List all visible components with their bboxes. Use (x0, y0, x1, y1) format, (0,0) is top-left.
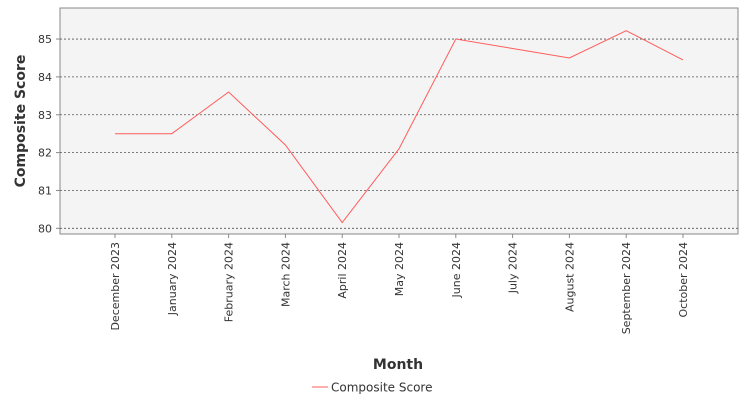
grid-lines (60, 38, 738, 229)
y-tick-label: 84 (38, 71, 52, 84)
y-tick-label: 83 (38, 109, 52, 122)
series-layer (115, 30, 684, 224)
y-axis-title: Composite Score (13, 55, 29, 188)
y-tick-label: 82 (38, 147, 52, 160)
x-tick-label: January 2024 (166, 242, 179, 316)
series-line-composite-score (115, 30, 684, 224)
y-axis: 80 81 82 83 84 85 (38, 33, 60, 235)
y-tick-label: 80 (38, 222, 52, 235)
x-tick-label: December 2023 (109, 242, 122, 331)
x-axis: December 2023 January 2024 February 2024 Ma… (109, 234, 690, 334)
y-tick-label: 85 (38, 33, 52, 46)
x-tick-label: October 2024 (677, 242, 690, 318)
plot-background (59, 7, 739, 235)
x-tick-label: April 2024 (336, 242, 349, 299)
x-tick-label: May 2024 (393, 242, 406, 296)
x-tick-label: June 2024 (450, 242, 463, 298)
legend-label-composite-score: Composite Score (331, 381, 432, 395)
x-tick-label: February 2024 (223, 242, 236, 322)
x-tick-label: September 2024 (620, 242, 633, 334)
legend: Composite Score (312, 381, 432, 395)
y-tick-label: 81 (38, 184, 52, 197)
x-axis-title: Month (373, 357, 423, 373)
x-tick-label: July 2024 (507, 242, 520, 294)
x-tick-label: August 2024 (563, 242, 576, 312)
x-tick-label: March 2024 (279, 242, 292, 307)
